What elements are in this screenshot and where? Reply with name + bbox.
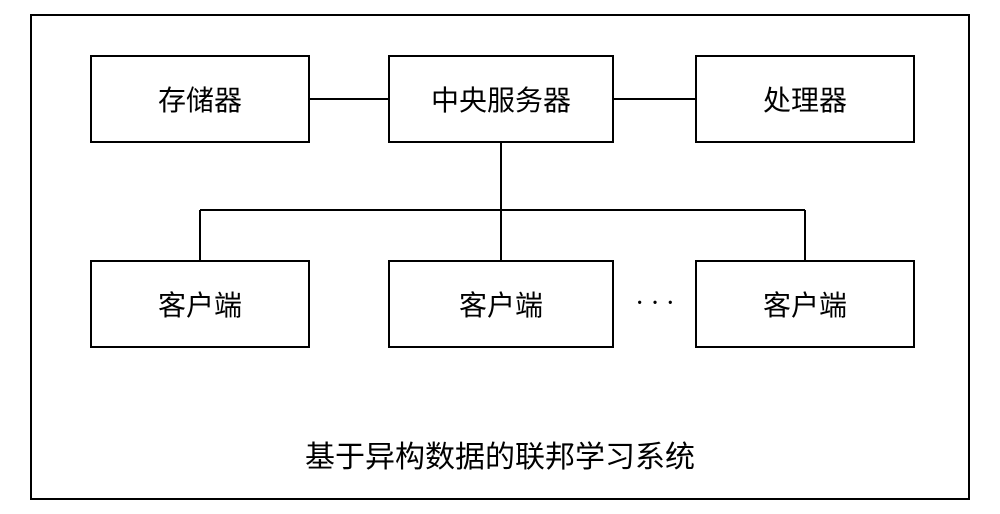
- diagram-caption: 基于异构数据的联邦学习系统: [0, 432, 1000, 476]
- ellipsis-dots: ···: [628, 288, 688, 320]
- node-client-2: 客户端: [388, 260, 614, 348]
- node-client-2-label: 客户端: [459, 284, 543, 324]
- node-processor: 处理器: [695, 55, 915, 143]
- node-server: 中央服务器: [388, 55, 614, 143]
- node-processor-label: 处理器: [763, 79, 847, 119]
- node-storage-label: 存储器: [158, 79, 242, 119]
- node-client-3: 客户端: [695, 260, 915, 348]
- node-client-1-label: 客户端: [158, 284, 242, 324]
- node-client-1: 客户端: [90, 260, 310, 348]
- node-client-3-label: 客户端: [763, 284, 847, 324]
- diagram-canvas: 存储器 中央服务器 处理器 客户端 客户端 客户端 ··· 基于异构数据的联邦学…: [0, 0, 1000, 514]
- node-storage: 存储器: [90, 55, 310, 143]
- node-server-label: 中央服务器: [431, 79, 571, 119]
